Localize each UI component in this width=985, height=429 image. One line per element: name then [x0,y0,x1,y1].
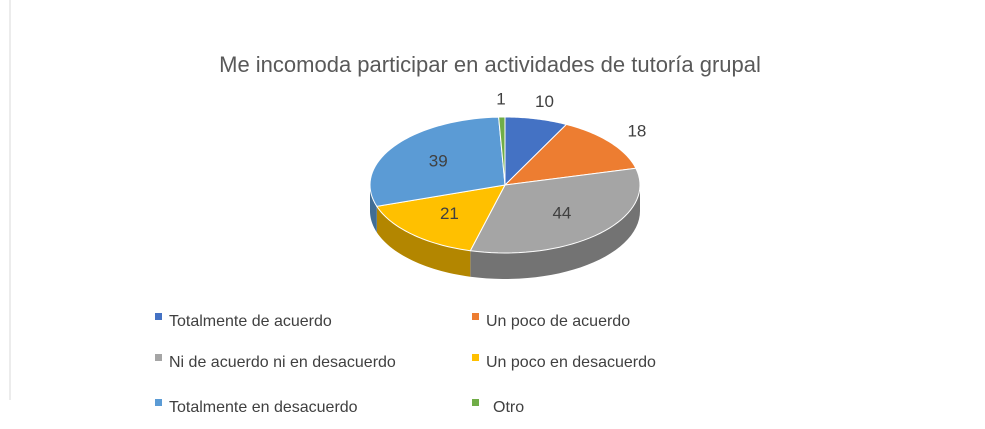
data-label: 39 [429,151,448,170]
slice [498,116,506,186]
data-label: 18 [627,121,646,140]
slice-side [470,185,640,279]
legend-swatch [155,354,162,361]
legend-label: Totalmente en desacuerdo [169,399,358,416]
legend-swatch [472,313,479,320]
slice [469,167,641,254]
legend-swatch [155,399,162,406]
legend-swatch [472,399,479,406]
legend-label: Ni de acuerdo ni en desacuerdo [169,354,396,371]
slice [504,116,568,187]
chart-title: Me incomoda participar en actividades de… [219,52,761,77]
legend-swatch [472,354,479,361]
legend-label: Totalmente de acuerdo [169,313,332,330]
data-label: 10 [535,92,554,111]
legend-swatch [155,313,162,320]
legend-label: Un poco de acuerdo [486,313,630,330]
data-label: 21 [440,204,459,223]
legend-label: Un poco en desacuerdo [486,354,656,371]
data-label: 44 [552,204,571,223]
data-label: 1 [496,90,505,109]
slice [369,116,506,207]
slice [503,123,637,186]
slice-side [376,206,471,277]
legend-label: Otro [493,399,524,416]
